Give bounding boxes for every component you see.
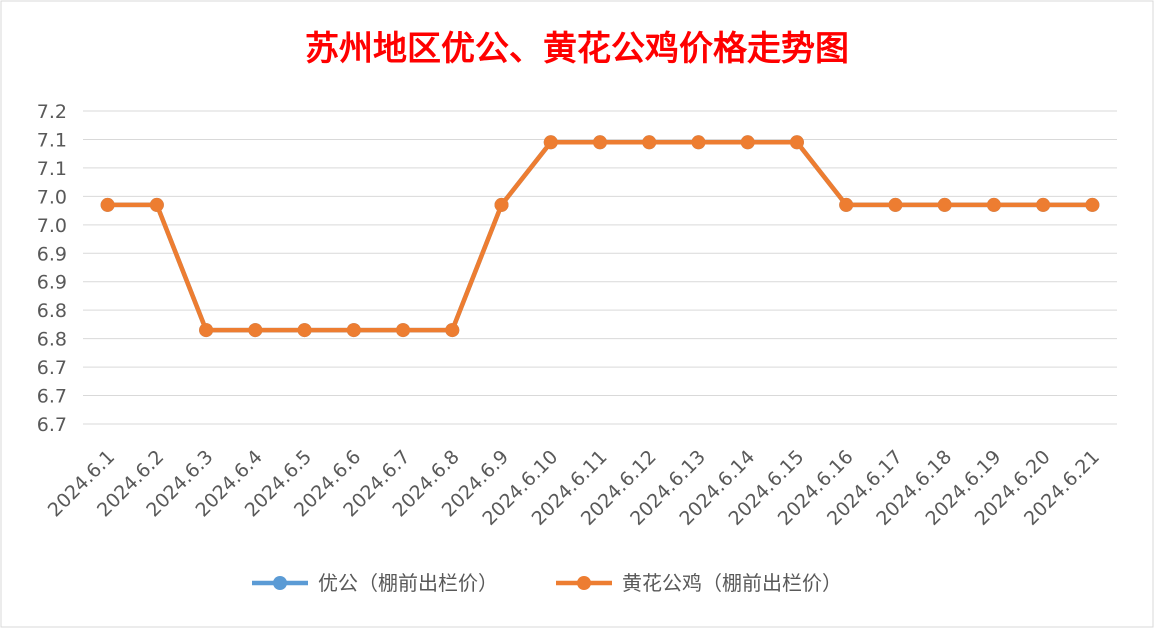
data-point [839, 197, 854, 212]
y-tick-label: 6.7 [37, 357, 67, 379]
data-point [199, 323, 214, 338]
gridlines [83, 110, 1117, 425]
data-point [986, 197, 1001, 212]
y-tick-label: 7.0 [37, 215, 67, 237]
data-point [543, 135, 558, 150]
y-tick-label: 7.1 [37, 129, 67, 151]
data-point [396, 323, 411, 338]
data-point [642, 135, 657, 150]
y-tick-label: 7.1 [37, 158, 67, 180]
legend-swatch-marker [273, 576, 287, 590]
series-2 [100, 135, 1100, 338]
data-point [100, 197, 115, 212]
data-point [691, 135, 706, 150]
data-point [888, 197, 903, 212]
y-axis: 6.7 6.7 6.7 6.8 6.8 6.9 6.9 7.0 7.0 7.1 7.1 7.2 [37, 101, 67, 436]
data-point [740, 135, 755, 150]
data-point [346, 323, 361, 338]
legend-swatch-marker [577, 576, 591, 590]
data-point [149, 197, 164, 212]
legend-label: 黄花公鸡（棚前出栏价） [622, 571, 842, 595]
legend-item: 黄花公鸡（棚前出栏价） [556, 571, 842, 595]
data-point [1085, 197, 1100, 212]
y-tick-label: 6.7 [37, 414, 67, 436]
data-point [248, 323, 263, 338]
y-tick-label: 7.2 [37, 101, 67, 123]
series-layer [100, 135, 1100, 338]
data-point [593, 135, 607, 150]
y-tick-label: 6.7 [37, 386, 67, 408]
y-tick-label: 6.9 [37, 243, 67, 265]
data-point [1036, 197, 1051, 212]
legend: 优公（棚前出栏价） 黄花公鸡（棚前出栏价） [252, 571, 842, 595]
y-tick-label: 6.8 [37, 300, 67, 322]
data-point [445, 323, 460, 338]
y-tick-label: 6.8 [37, 329, 67, 351]
data-point [937, 197, 952, 212]
y-tick-label: 7.0 [37, 186, 67, 208]
chart-title: 苏州地区优公、黄花公鸡价格走势图 [305, 29, 849, 69]
y-tick-label: 6.9 [37, 272, 67, 294]
data-point [789, 135, 804, 150]
legend-label: 优公（棚前出栏价） [318, 571, 498, 595]
data-point [494, 197, 509, 212]
legend-item: 优公（棚前出栏价） [252, 571, 498, 595]
data-point [297, 323, 312, 338]
